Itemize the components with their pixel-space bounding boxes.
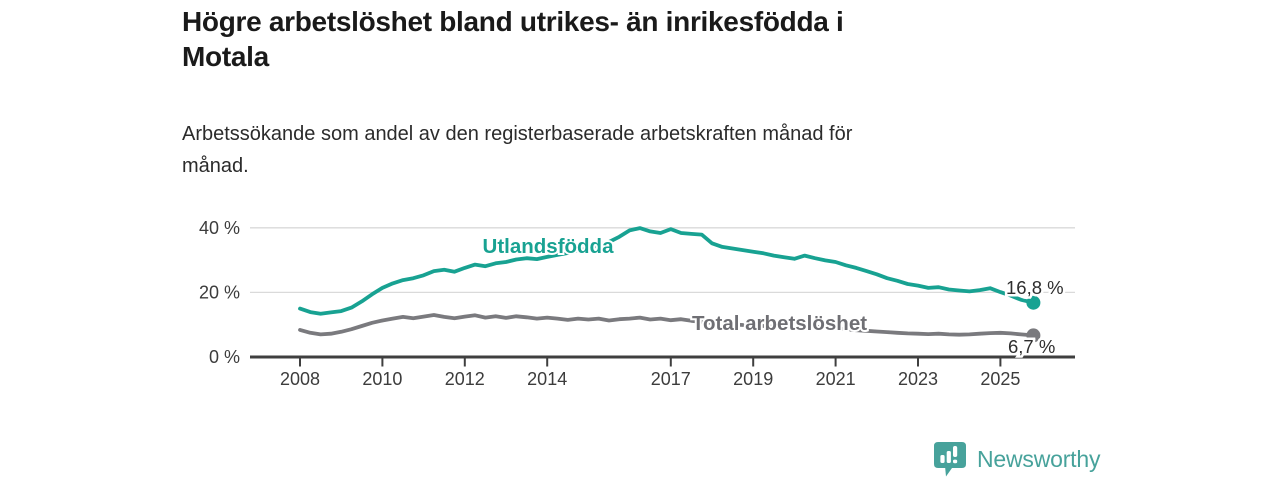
chart-title: Högre arbetslöshet bland utrikes- än inr… [182, 4, 844, 74]
series-end-dot-1 [1026, 328, 1041, 343]
chart-title-line-2: Motala [182, 41, 269, 72]
newsworthy-chart-pin-icon [933, 441, 967, 478]
newsworthy-logo[interactable]: Newsworthy [933, 441, 1100, 478]
series-end-dot-0 [1026, 295, 1041, 310]
x-tick-label: 2014 [527, 369, 567, 389]
newsworthy-wordmark: Newsworthy [977, 446, 1101, 472]
chart-subtitle-line-2: månad. [182, 155, 249, 177]
x-tick-label: 2012 [445, 369, 485, 389]
chart-subtitle: Arbetssökande som andel av den registerb… [182, 118, 852, 182]
end-value-label-utlandsfodda: 16,8 % [1006, 277, 1064, 298]
x-tick-label: 2017 [651, 369, 691, 389]
y-tick-label: 0 % [209, 347, 240, 367]
series-line-0 [298, 226, 1036, 316]
end-value-label-total-arbetsloshet: 6,7 % [1008, 336, 1055, 357]
series-inline-label-utlandsfodda: Utlandsfödda [483, 235, 615, 258]
x-tick-label: 2019 [733, 369, 773, 389]
x-tick-label: 2023 [898, 369, 938, 389]
series-line-1 [298, 313, 1036, 338]
y-tick-label: 40 % [199, 218, 240, 238]
chart-subtitle-line-1: Arbetssökande som andel av den registerb… [182, 123, 853, 145]
x-tick-label: 2025 [980, 369, 1020, 389]
chart-plot-layer: 2008 2010 2012 2014 2017 2019 2021 2023 2025 0 % 2… [199, 218, 1075, 389]
x-tick-label: 2010 [362, 369, 402, 389]
chart-title-line-1: Högre arbetslöshet bland utrikes- än inr… [182, 6, 844, 37]
x-tick-label: 2008 [280, 369, 320, 389]
y-tick-label: 20 % [199, 282, 240, 302]
x-tick-label: 2021 [816, 369, 856, 389]
series-inline-label-total-arbetsloshet: Total arbetslöshet [692, 312, 867, 335]
